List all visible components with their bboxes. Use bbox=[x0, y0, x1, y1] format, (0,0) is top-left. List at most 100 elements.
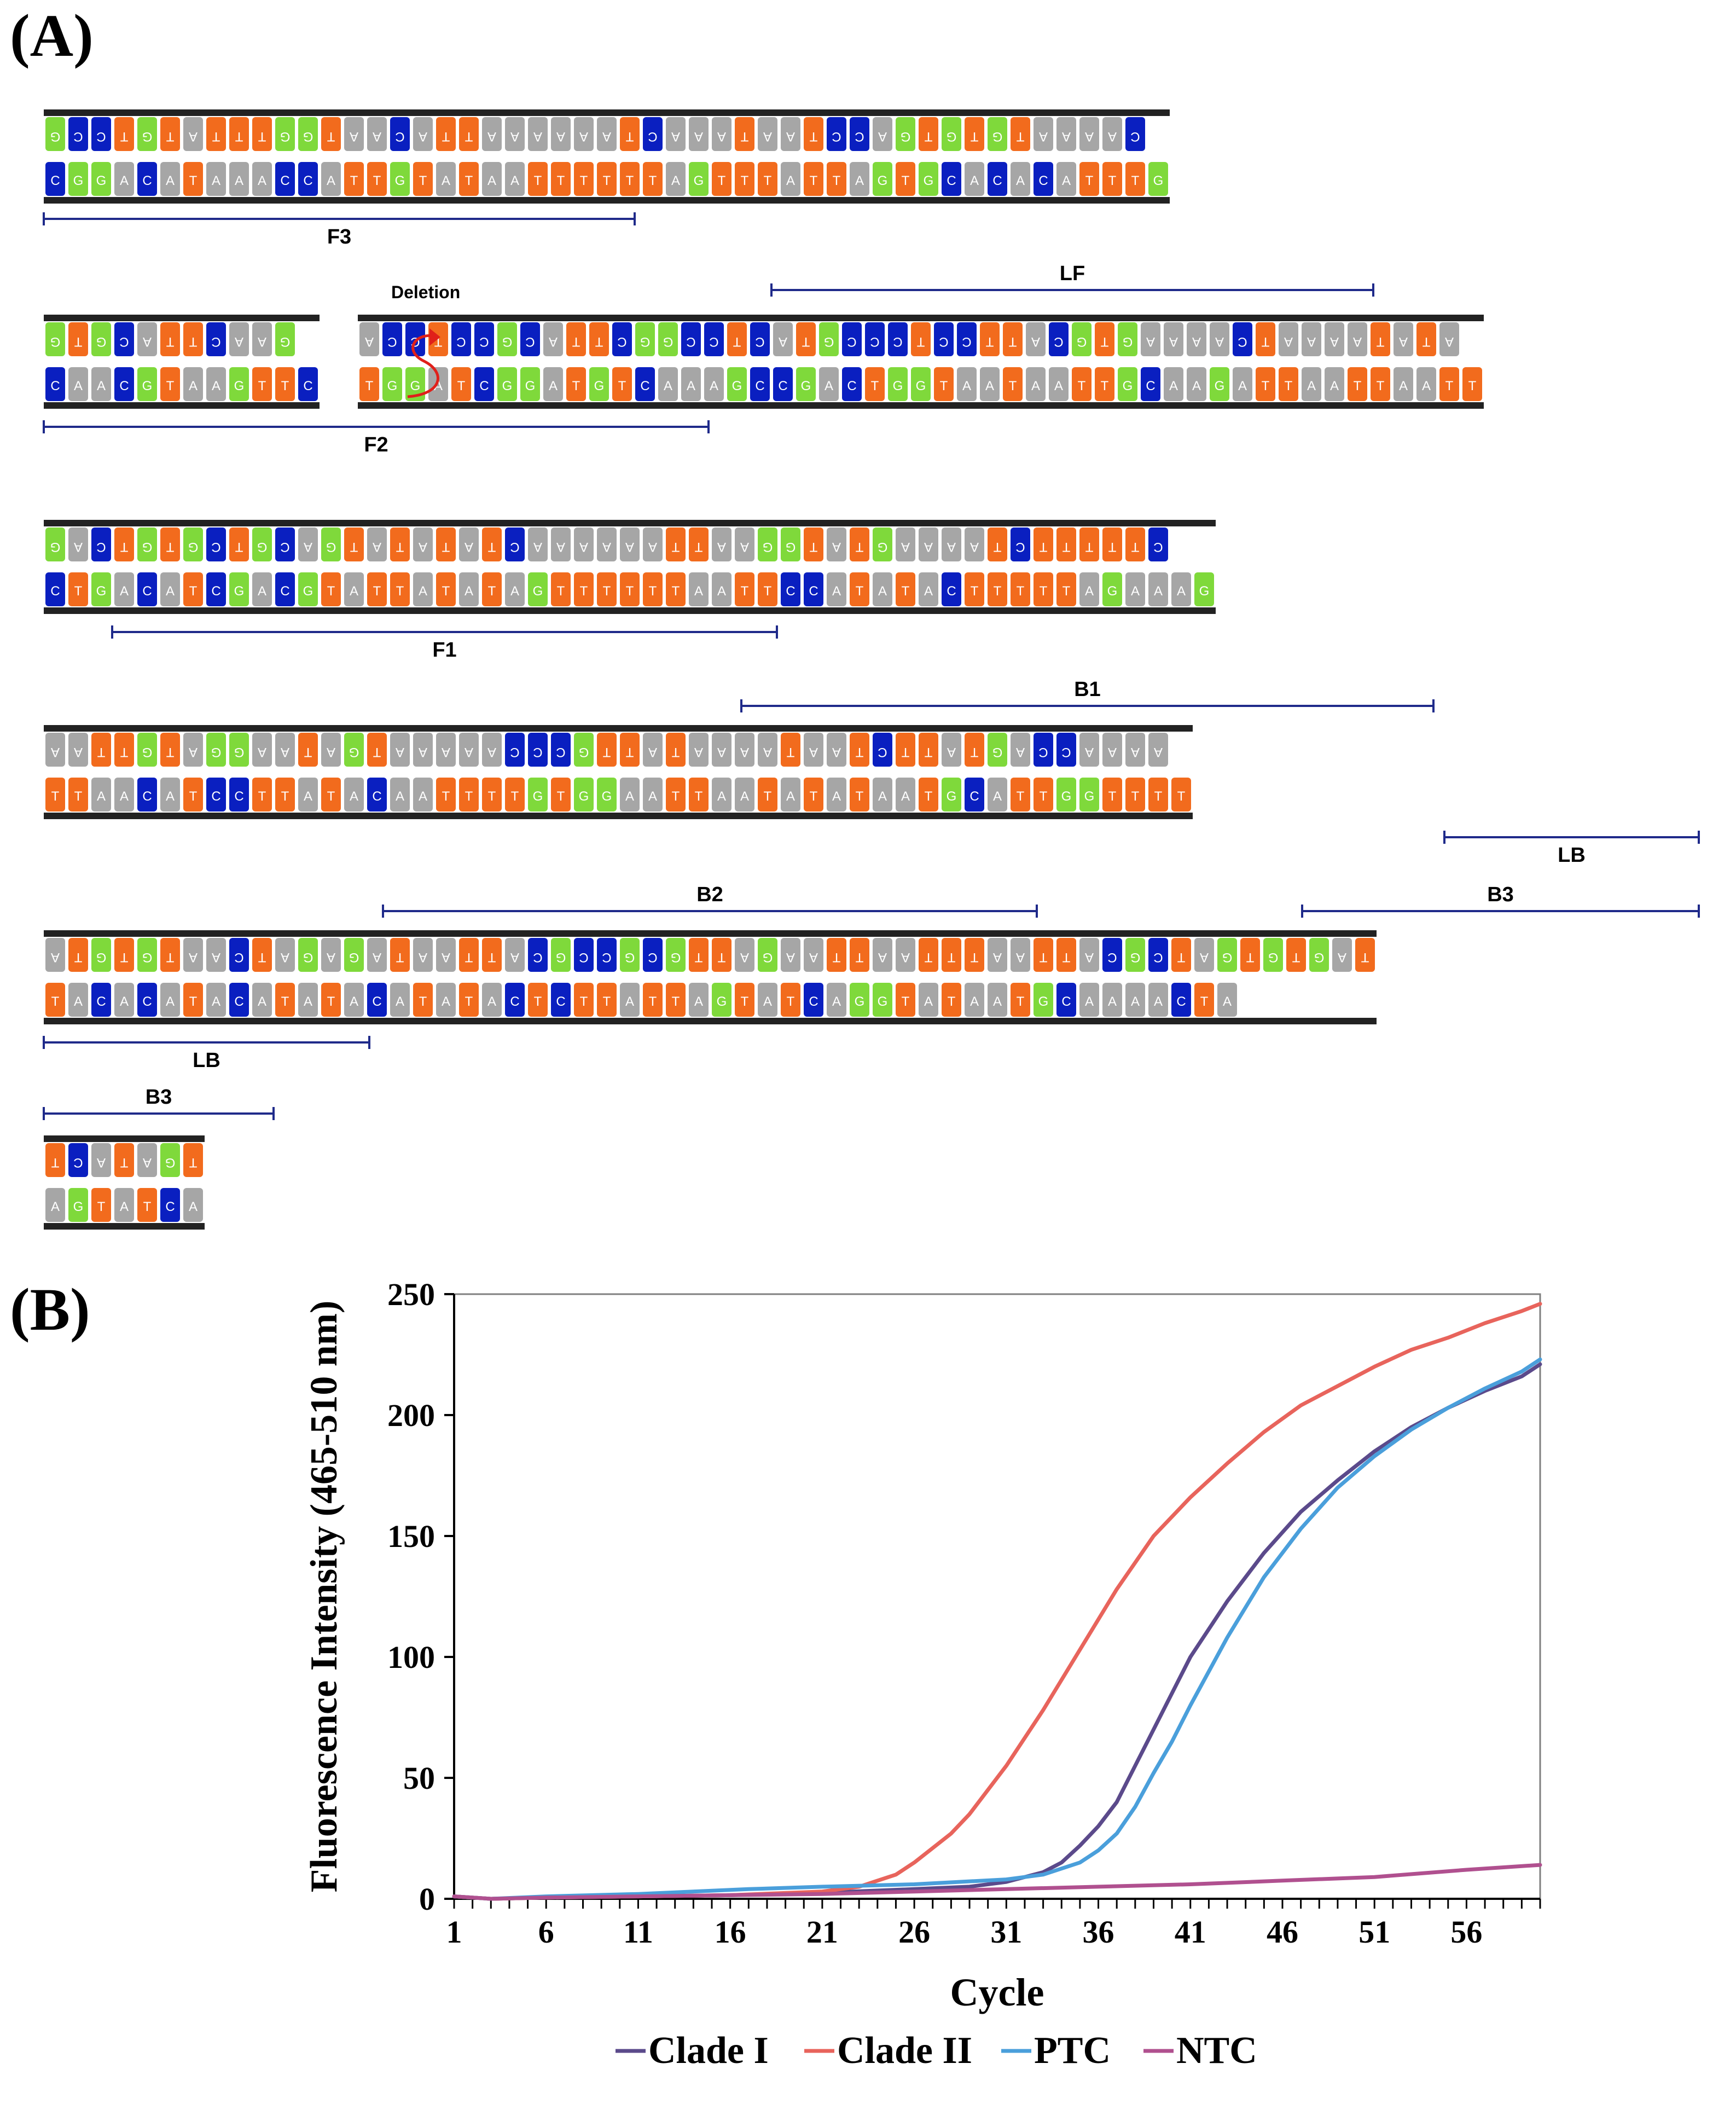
base-letter: G bbox=[786, 540, 796, 554]
base-T bbox=[1034, 572, 1053, 606]
base-letter: C bbox=[456, 334, 466, 349]
base-letter: A bbox=[993, 789, 1002, 804]
base-C bbox=[382, 322, 402, 356]
base-T bbox=[229, 528, 249, 561]
base-A bbox=[1049, 367, 1069, 401]
base-letter: A bbox=[189, 379, 198, 393]
base-A bbox=[1416, 367, 1436, 401]
base-letter: C bbox=[73, 129, 83, 144]
base-G bbox=[45, 322, 65, 356]
base-letter: A bbox=[1016, 950, 1025, 965]
base-letter: A bbox=[832, 584, 841, 599]
base-G bbox=[1056, 778, 1076, 812]
base-T bbox=[1034, 528, 1053, 561]
base-letter: A bbox=[258, 745, 266, 760]
base-T bbox=[1125, 778, 1145, 812]
base-T bbox=[367, 162, 387, 196]
base-letter: A bbox=[304, 540, 312, 554]
base-A bbox=[482, 733, 502, 767]
x-tick-label: 46 bbox=[1267, 1914, 1298, 1950]
base-letter: T bbox=[671, 540, 680, 554]
base-letter: A bbox=[786, 173, 795, 188]
base-G bbox=[252, 528, 272, 561]
x-tick-label: 16 bbox=[715, 1914, 746, 1950]
base-letter: T bbox=[856, 584, 864, 599]
base-T bbox=[804, 528, 823, 561]
base-A bbox=[1034, 117, 1053, 151]
base-C bbox=[643, 117, 663, 151]
base-letter: T bbox=[74, 584, 83, 599]
base-letter: C bbox=[50, 173, 60, 188]
base-C bbox=[1056, 733, 1076, 767]
base-A bbox=[505, 117, 525, 151]
base-letter: T bbox=[916, 334, 925, 349]
base-A bbox=[1026, 367, 1046, 401]
base-A bbox=[896, 938, 915, 972]
base-letter: A bbox=[901, 789, 910, 804]
base-G bbox=[1034, 983, 1053, 1017]
base-letter: C bbox=[510, 745, 519, 760]
base-A bbox=[1394, 367, 1413, 401]
base-T bbox=[574, 162, 594, 196]
base-A bbox=[68, 367, 88, 401]
base-T bbox=[712, 938, 731, 972]
base-letter: A bbox=[396, 789, 404, 804]
base-letter: A bbox=[74, 379, 83, 393]
dna-row-3: GCATCGTAGCTAGTCCTGGACCAGGTTAATTTAATTAATT… bbox=[44, 520, 1216, 614]
y-tick-label: 100 bbox=[387, 1639, 435, 1675]
base-letter: C bbox=[50, 584, 60, 599]
base-G bbox=[520, 367, 540, 401]
base-A bbox=[137, 1143, 157, 1177]
base-T bbox=[919, 938, 938, 972]
base-letter: G bbox=[878, 994, 888, 1009]
base-letter: T bbox=[672, 789, 680, 804]
base-letter: T bbox=[1177, 789, 1186, 804]
base-letter: T bbox=[1062, 540, 1070, 554]
base-letter: T bbox=[97, 1199, 106, 1214]
base-C bbox=[45, 572, 65, 606]
base-A bbox=[413, 117, 433, 151]
base-T bbox=[1194, 983, 1214, 1017]
base-letter: C bbox=[556, 745, 565, 760]
base-G bbox=[528, 572, 548, 606]
base-G bbox=[819, 322, 839, 356]
base-letter: C bbox=[1238, 334, 1247, 349]
base-letter: C bbox=[303, 173, 312, 188]
base-letter: T bbox=[143, 1199, 152, 1214]
base-T bbox=[436, 778, 456, 812]
base-letter: G bbox=[878, 540, 888, 554]
base-letter: C bbox=[1061, 745, 1071, 760]
base-G bbox=[91, 322, 111, 356]
base-letter: G bbox=[878, 173, 888, 188]
base-letter: T bbox=[1017, 789, 1025, 804]
base-T bbox=[666, 983, 686, 1017]
base-T bbox=[114, 528, 134, 561]
base-A bbox=[459, 572, 479, 606]
base-A bbox=[114, 778, 134, 812]
base-A bbox=[390, 733, 410, 767]
base-T bbox=[1072, 367, 1091, 401]
base-letter: A bbox=[166, 789, 175, 804]
base-G bbox=[229, 367, 249, 401]
base-letter: G bbox=[142, 379, 153, 393]
base-A bbox=[551, 528, 571, 561]
base-C bbox=[390, 117, 410, 151]
base-letter: T bbox=[258, 789, 266, 804]
base-letter: A bbox=[189, 950, 198, 965]
base-T bbox=[804, 162, 823, 196]
base-A bbox=[45, 938, 65, 972]
base-letter: C bbox=[372, 789, 381, 804]
base-T bbox=[1011, 117, 1030, 151]
base-letter: A bbox=[549, 379, 558, 393]
base-G bbox=[988, 117, 1007, 151]
base-letter: T bbox=[396, 540, 404, 554]
base-G bbox=[528, 778, 548, 812]
base-T bbox=[781, 733, 800, 767]
base-T bbox=[1079, 528, 1099, 561]
base-G bbox=[919, 162, 938, 196]
base-T bbox=[1056, 938, 1076, 972]
base-C bbox=[965, 778, 984, 812]
series-line-ptc bbox=[452, 1357, 1542, 1901]
base-letter: C bbox=[1054, 334, 1063, 349]
